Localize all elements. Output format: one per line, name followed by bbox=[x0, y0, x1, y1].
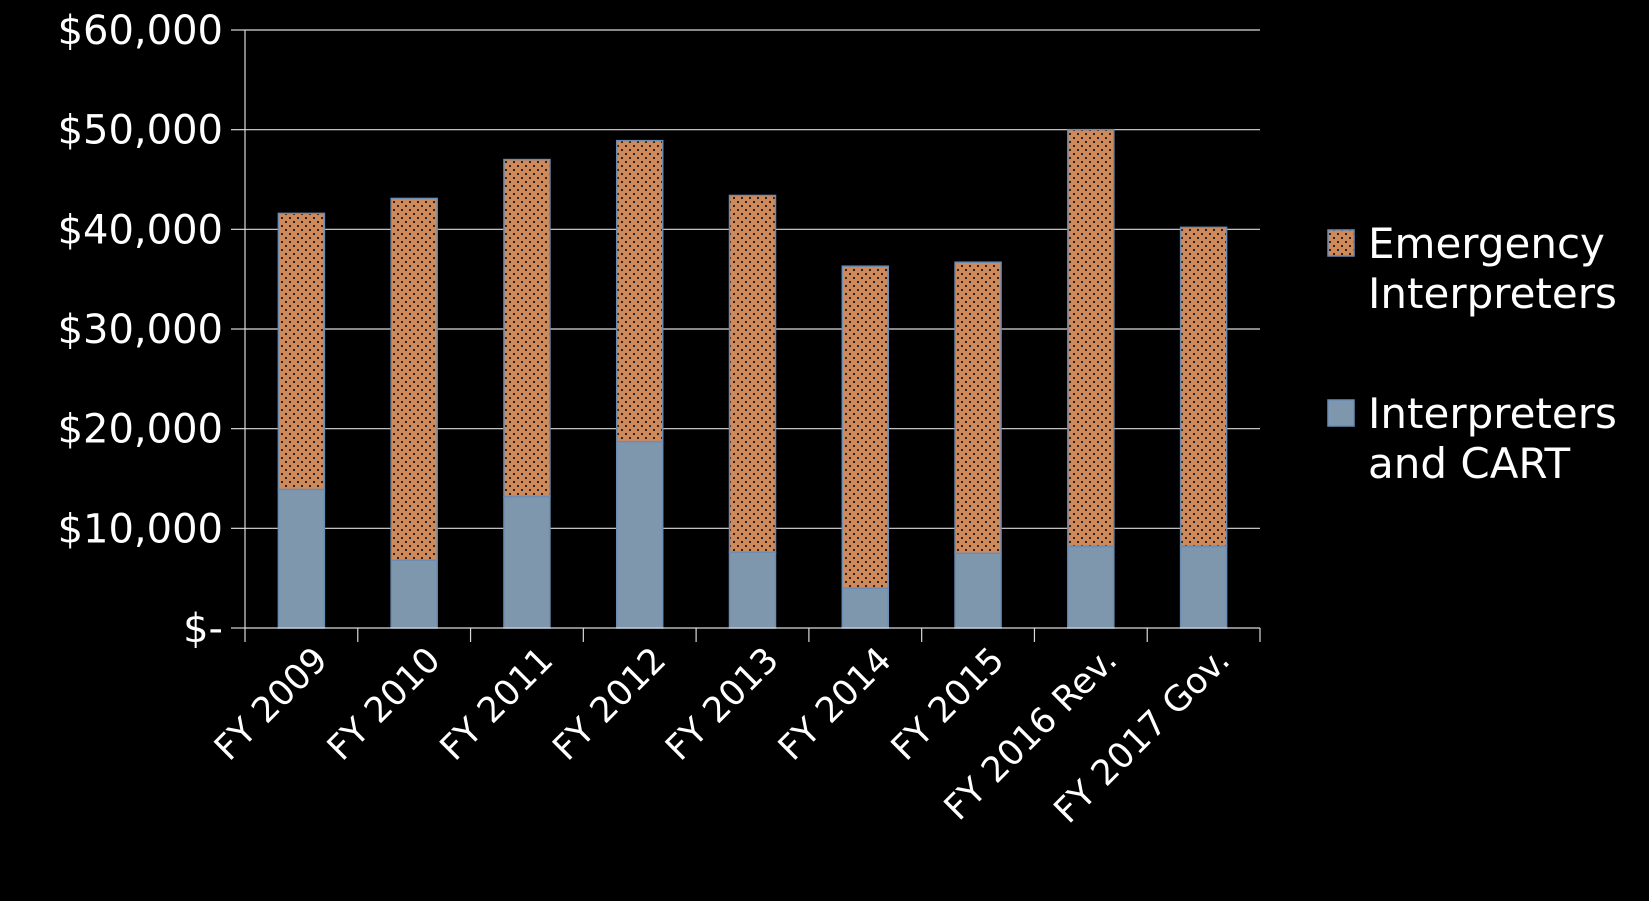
bar-segment-emergency-interpreters bbox=[277, 212, 326, 491]
y-tick-label: $20,000 bbox=[58, 407, 223, 453]
y-tick-label: $60,000 bbox=[58, 8, 223, 54]
legend-label: and CART bbox=[1368, 439, 1571, 488]
bar-segment-interpreters-and-cart bbox=[277, 488, 326, 629]
y-axis-tick-labels: $- $10,000 $20,000 $30,000 $40,000 $50,000 $60… bbox=[58, 8, 223, 652]
y-tick-label: $40,000 bbox=[58, 207, 223, 253]
bar-segment-emergency-interpreters bbox=[615, 139, 664, 443]
bar-segment-emergency-interpreters bbox=[954, 261, 1002, 554]
bar-segment-emergency-interpreters bbox=[1179, 226, 1228, 548]
bar-segment-emergency-interpreters bbox=[728, 194, 777, 554]
bar-segment-emergency-interpreters bbox=[503, 158, 551, 498]
bar-segment-interpreters-and-cart bbox=[1067, 545, 1115, 629]
bar-segment-emergency-interpreters bbox=[1067, 128, 1115, 548]
bars bbox=[277, 128, 1228, 629]
x-category-label: FY 2011 bbox=[433, 640, 561, 768]
bar-segment-interpreters-and-cart bbox=[728, 551, 777, 629]
bar-segment-interpreters-and-cart bbox=[503, 495, 551, 629]
bar-segment-interpreters-and-cart bbox=[390, 559, 438, 629]
bar-segment-interpreters-and-cart bbox=[841, 587, 890, 629]
x-category-label: FY 2010 bbox=[320, 640, 448, 768]
bar-segment-interpreters-and-cart bbox=[954, 552, 1002, 629]
y-tick-label: $10,000 bbox=[58, 506, 223, 552]
bar-segment-emergency-interpreters bbox=[841, 265, 890, 589]
legend-swatch bbox=[1327, 399, 1355, 427]
y-tick-label: $30,000 bbox=[58, 307, 223, 353]
x-category-label: FY 2012 bbox=[546, 640, 674, 768]
bar-segment-emergency-interpreters bbox=[390, 197, 438, 561]
legend-label: Interpreters bbox=[1368, 269, 1617, 318]
legend-label: Interpreters bbox=[1368, 389, 1617, 438]
bar-segment-interpreters-and-cart bbox=[1179, 545, 1228, 629]
y-tick-label: $50,000 bbox=[58, 108, 223, 154]
legend-label: Emergency bbox=[1368, 219, 1605, 268]
x-category-label: FY 2009 bbox=[207, 640, 335, 768]
bar-segment-interpreters-and-cart bbox=[615, 440, 664, 629]
x-category-label: FY 2013 bbox=[658, 640, 786, 768]
y-tick-label: $- bbox=[183, 606, 223, 652]
x-category-label: FY 2014 bbox=[771, 640, 899, 768]
axes bbox=[231, 29, 1261, 642]
legend-swatch bbox=[1327, 229, 1355, 257]
